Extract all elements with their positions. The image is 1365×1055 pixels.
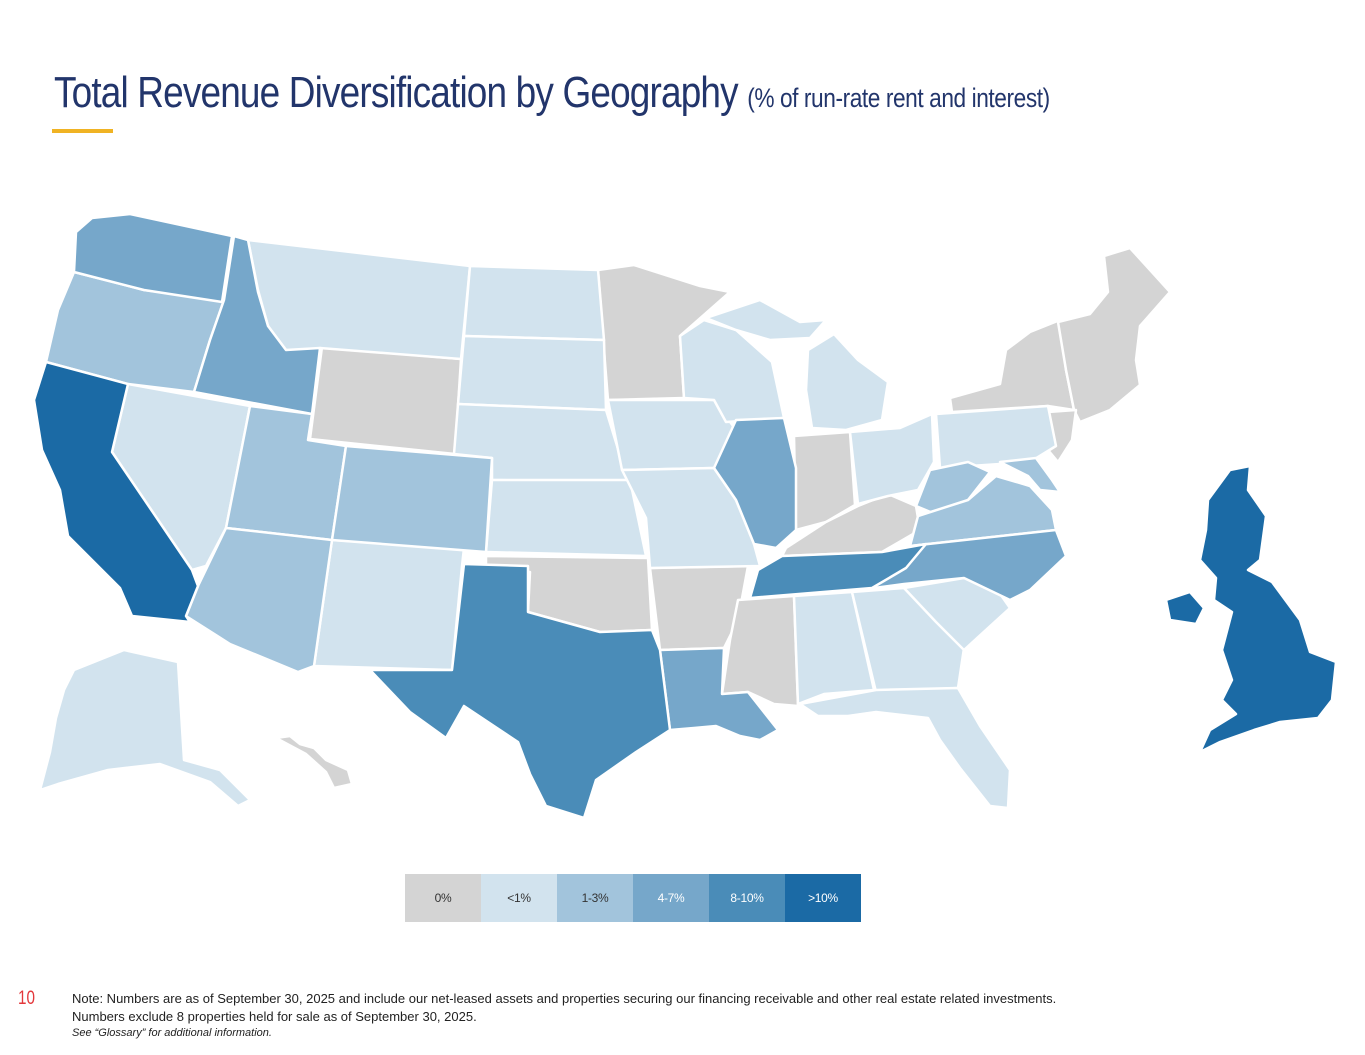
state-ne-small <box>1056 246 1172 424</box>
under-1-percent-states <box>38 238 1058 810</box>
state-ks <box>484 478 648 558</box>
footnote-line-3: See “Glossary” for additional informatio… <box>72 1027 272 1039</box>
legend-4-7-percent: 4-7% <box>633 874 709 922</box>
footnote-line-2: Numbers exclude 8 properties held for sa… <box>72 1009 477 1024</box>
slide-title: Total Revenue Diversification by Geograp… <box>54 68 1050 118</box>
state-tn <box>748 542 928 600</box>
state-sd <box>456 334 608 412</box>
legend-0-percent: 0% <box>405 874 481 922</box>
state-fl <box>798 686 1012 810</box>
page-number: 10 <box>18 988 35 1009</box>
title-accent-bar <box>52 129 113 133</box>
state-la <box>658 646 780 742</box>
state-mi-upper <box>704 298 828 342</box>
zero-percent-states <box>274 246 1172 790</box>
title-main: Total Revenue Diversification by Geograp… <box>54 68 739 117</box>
title-suffix: (% of run-rate rent and interest) <box>747 83 1050 113</box>
legend-over-10-percent: >10% <box>785 874 861 922</box>
map-legend: 0% <1% 1-3% 4-7% 8-10% >10% <box>405 874 861 922</box>
state-tx <box>368 562 672 820</box>
footnote-line-1: Note: Numbers are as of September 30, 20… <box>72 991 1057 1006</box>
state-nd <box>462 264 606 342</box>
state-ak <box>38 648 252 808</box>
legend-under-1-percent: <1% <box>481 874 557 922</box>
state-oh <box>848 412 936 506</box>
state-hi <box>274 734 354 790</box>
state-mi <box>804 332 890 432</box>
state-wy <box>308 345 463 456</box>
state-al <box>792 590 876 706</box>
state-wa <box>72 212 234 304</box>
state-id <box>192 234 322 416</box>
uk-great-britain <box>1198 464 1338 754</box>
uk-northern-ireland <box>1164 590 1206 626</box>
footnotes: Note: Numbers are as of September 30, 20… <box>72 990 1056 1041</box>
1-3-percent-states <box>44 270 1062 674</box>
state-ny <box>948 318 1076 414</box>
legend-1-3-percent: 1-3% <box>557 874 633 922</box>
state-md <box>998 456 1062 494</box>
state-il <box>712 416 798 550</box>
state-pa <box>934 404 1058 470</box>
state-mt <box>246 238 472 361</box>
over-10-percent-regions <box>32 360 1338 754</box>
legend-8-10-percent: 8-10% <box>709 874 785 922</box>
state-co <box>330 444 494 554</box>
8-10-percent-states <box>368 542 928 820</box>
state-ca <box>32 360 200 624</box>
state-nm <box>312 538 466 672</box>
